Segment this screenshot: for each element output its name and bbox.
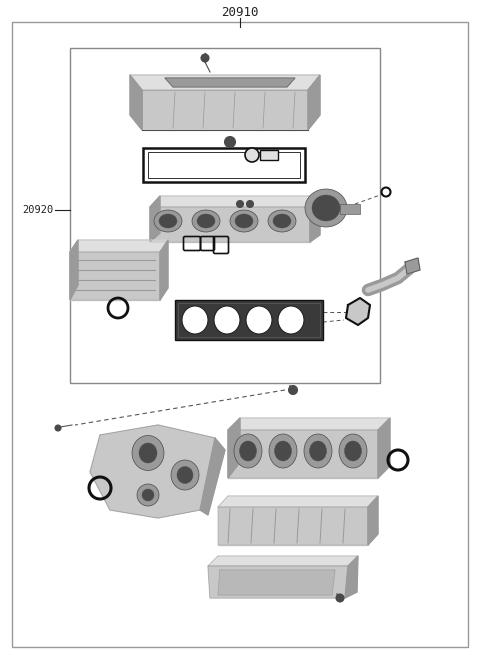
Polygon shape — [346, 298, 370, 325]
Ellipse shape — [137, 484, 159, 506]
Ellipse shape — [247, 201, 253, 207]
Polygon shape — [130, 75, 142, 130]
Ellipse shape — [230, 210, 258, 232]
Ellipse shape — [234, 434, 262, 468]
Polygon shape — [150, 196, 320, 207]
Ellipse shape — [278, 306, 304, 334]
Polygon shape — [200, 438, 225, 515]
Ellipse shape — [268, 210, 296, 232]
Polygon shape — [208, 566, 348, 598]
Bar — [148, 152, 300, 178]
Polygon shape — [165, 78, 295, 87]
Ellipse shape — [310, 441, 326, 461]
Bar — [70, 48, 380, 383]
Ellipse shape — [240, 441, 256, 461]
Text: 20910: 20910 — [221, 7, 259, 20]
Ellipse shape — [171, 460, 199, 490]
Ellipse shape — [142, 489, 154, 501]
Polygon shape — [218, 496, 378, 507]
Ellipse shape — [339, 434, 367, 468]
Ellipse shape — [269, 434, 297, 468]
Ellipse shape — [304, 434, 332, 468]
Ellipse shape — [336, 595, 344, 602]
Ellipse shape — [245, 148, 259, 162]
Ellipse shape — [192, 210, 220, 232]
Ellipse shape — [275, 441, 291, 461]
Ellipse shape — [246, 306, 272, 334]
Polygon shape — [310, 196, 320, 242]
Ellipse shape — [159, 214, 177, 228]
Ellipse shape — [345, 441, 361, 461]
Polygon shape — [70, 240, 78, 300]
Polygon shape — [228, 418, 390, 430]
Polygon shape — [218, 507, 368, 545]
Ellipse shape — [132, 436, 164, 470]
Polygon shape — [308, 75, 320, 130]
Polygon shape — [150, 196, 160, 242]
Polygon shape — [368, 496, 378, 545]
Polygon shape — [90, 425, 220, 518]
Ellipse shape — [235, 214, 253, 228]
Polygon shape — [208, 556, 358, 566]
Polygon shape — [150, 207, 310, 242]
Ellipse shape — [214, 306, 240, 334]
Ellipse shape — [202, 55, 208, 62]
Polygon shape — [130, 75, 320, 90]
Ellipse shape — [273, 214, 291, 228]
Bar — [260, 150, 278, 160]
Polygon shape — [228, 430, 378, 478]
Ellipse shape — [56, 426, 60, 430]
Ellipse shape — [182, 306, 208, 334]
Polygon shape — [345, 556, 358, 598]
Bar — [340, 204, 360, 214]
Polygon shape — [218, 570, 335, 595]
Bar — [175, 300, 323, 340]
Bar — [143, 148, 305, 182]
Bar — [178, 303, 320, 337]
Ellipse shape — [305, 189, 347, 227]
Polygon shape — [142, 90, 308, 130]
Ellipse shape — [312, 195, 340, 221]
Text: 20920: 20920 — [22, 205, 53, 215]
Ellipse shape — [139, 443, 157, 463]
Ellipse shape — [289, 386, 297, 394]
Polygon shape — [70, 252, 160, 300]
Polygon shape — [378, 418, 390, 478]
Ellipse shape — [197, 214, 215, 228]
Ellipse shape — [237, 201, 243, 207]
Polygon shape — [228, 418, 240, 478]
Ellipse shape — [154, 210, 182, 232]
Polygon shape — [405, 258, 420, 274]
Polygon shape — [70, 240, 168, 252]
Polygon shape — [160, 240, 168, 300]
Ellipse shape — [225, 137, 235, 147]
Ellipse shape — [177, 466, 193, 484]
